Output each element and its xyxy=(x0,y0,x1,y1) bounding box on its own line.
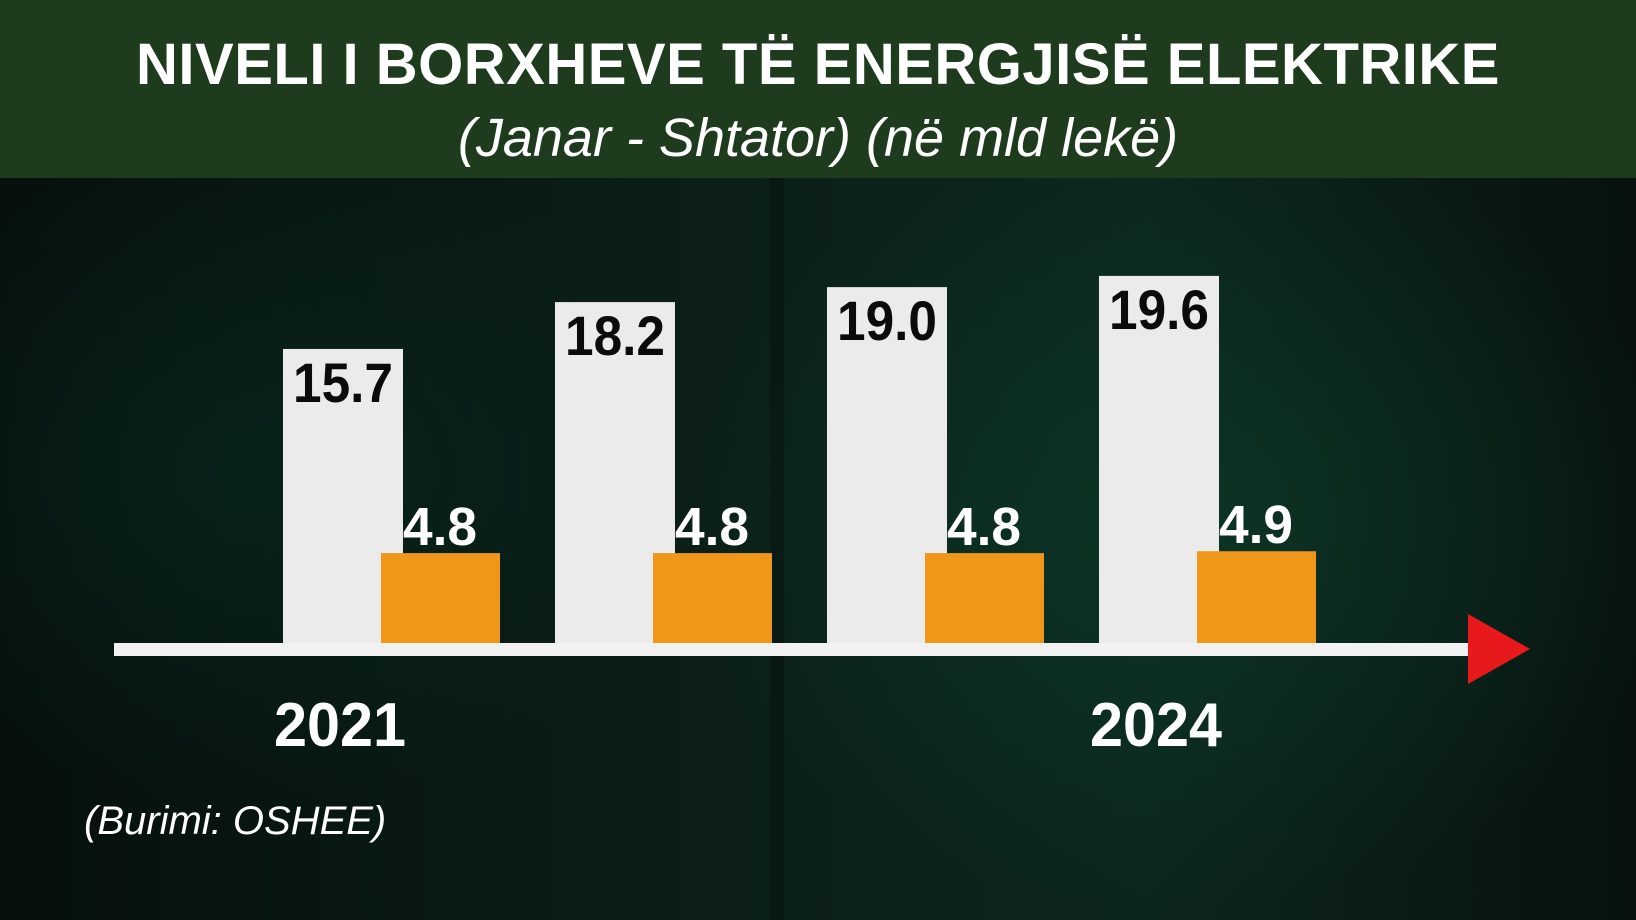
bar-white-value-label: 19.6 xyxy=(1109,278,1209,341)
bar-orange-value-label: 4.8 xyxy=(947,497,1021,557)
bar-orange-value-label: 4.8 xyxy=(675,497,749,557)
bar-orange-1 xyxy=(381,553,500,643)
background-stripe xyxy=(770,0,784,920)
source-note: (Burimi: OSHEE) xyxy=(84,799,387,843)
title-banner: NIVELI I BORXHEVE TË ENERGJISË ELEKTRIKE… xyxy=(0,0,1636,178)
bar-orange-4 xyxy=(1197,551,1316,643)
bar-orange-3 xyxy=(925,553,1044,643)
axis-arrow-icon xyxy=(1468,614,1530,684)
chart-subtitle: (Janar - Shtator) (në mld lekë) xyxy=(457,108,1179,168)
x-axis-line xyxy=(114,643,1474,656)
chart-title: NIVELI I BORXHEVE TË ENERGJISË ELEKTRIKE xyxy=(136,32,1500,97)
year-label: 2021 xyxy=(274,691,406,760)
bar-white-value-label: 18.2 xyxy=(565,304,665,367)
bar-white-value-label: 19.0 xyxy=(837,289,937,352)
bar-white-value-label: 15.7 xyxy=(293,351,393,414)
bar-orange-value-label: 4.9 xyxy=(1219,495,1293,555)
year-label: 2024 xyxy=(1090,691,1222,760)
bar-orange-2 xyxy=(653,553,772,643)
bar-orange-value-label: 4.8 xyxy=(403,497,477,557)
